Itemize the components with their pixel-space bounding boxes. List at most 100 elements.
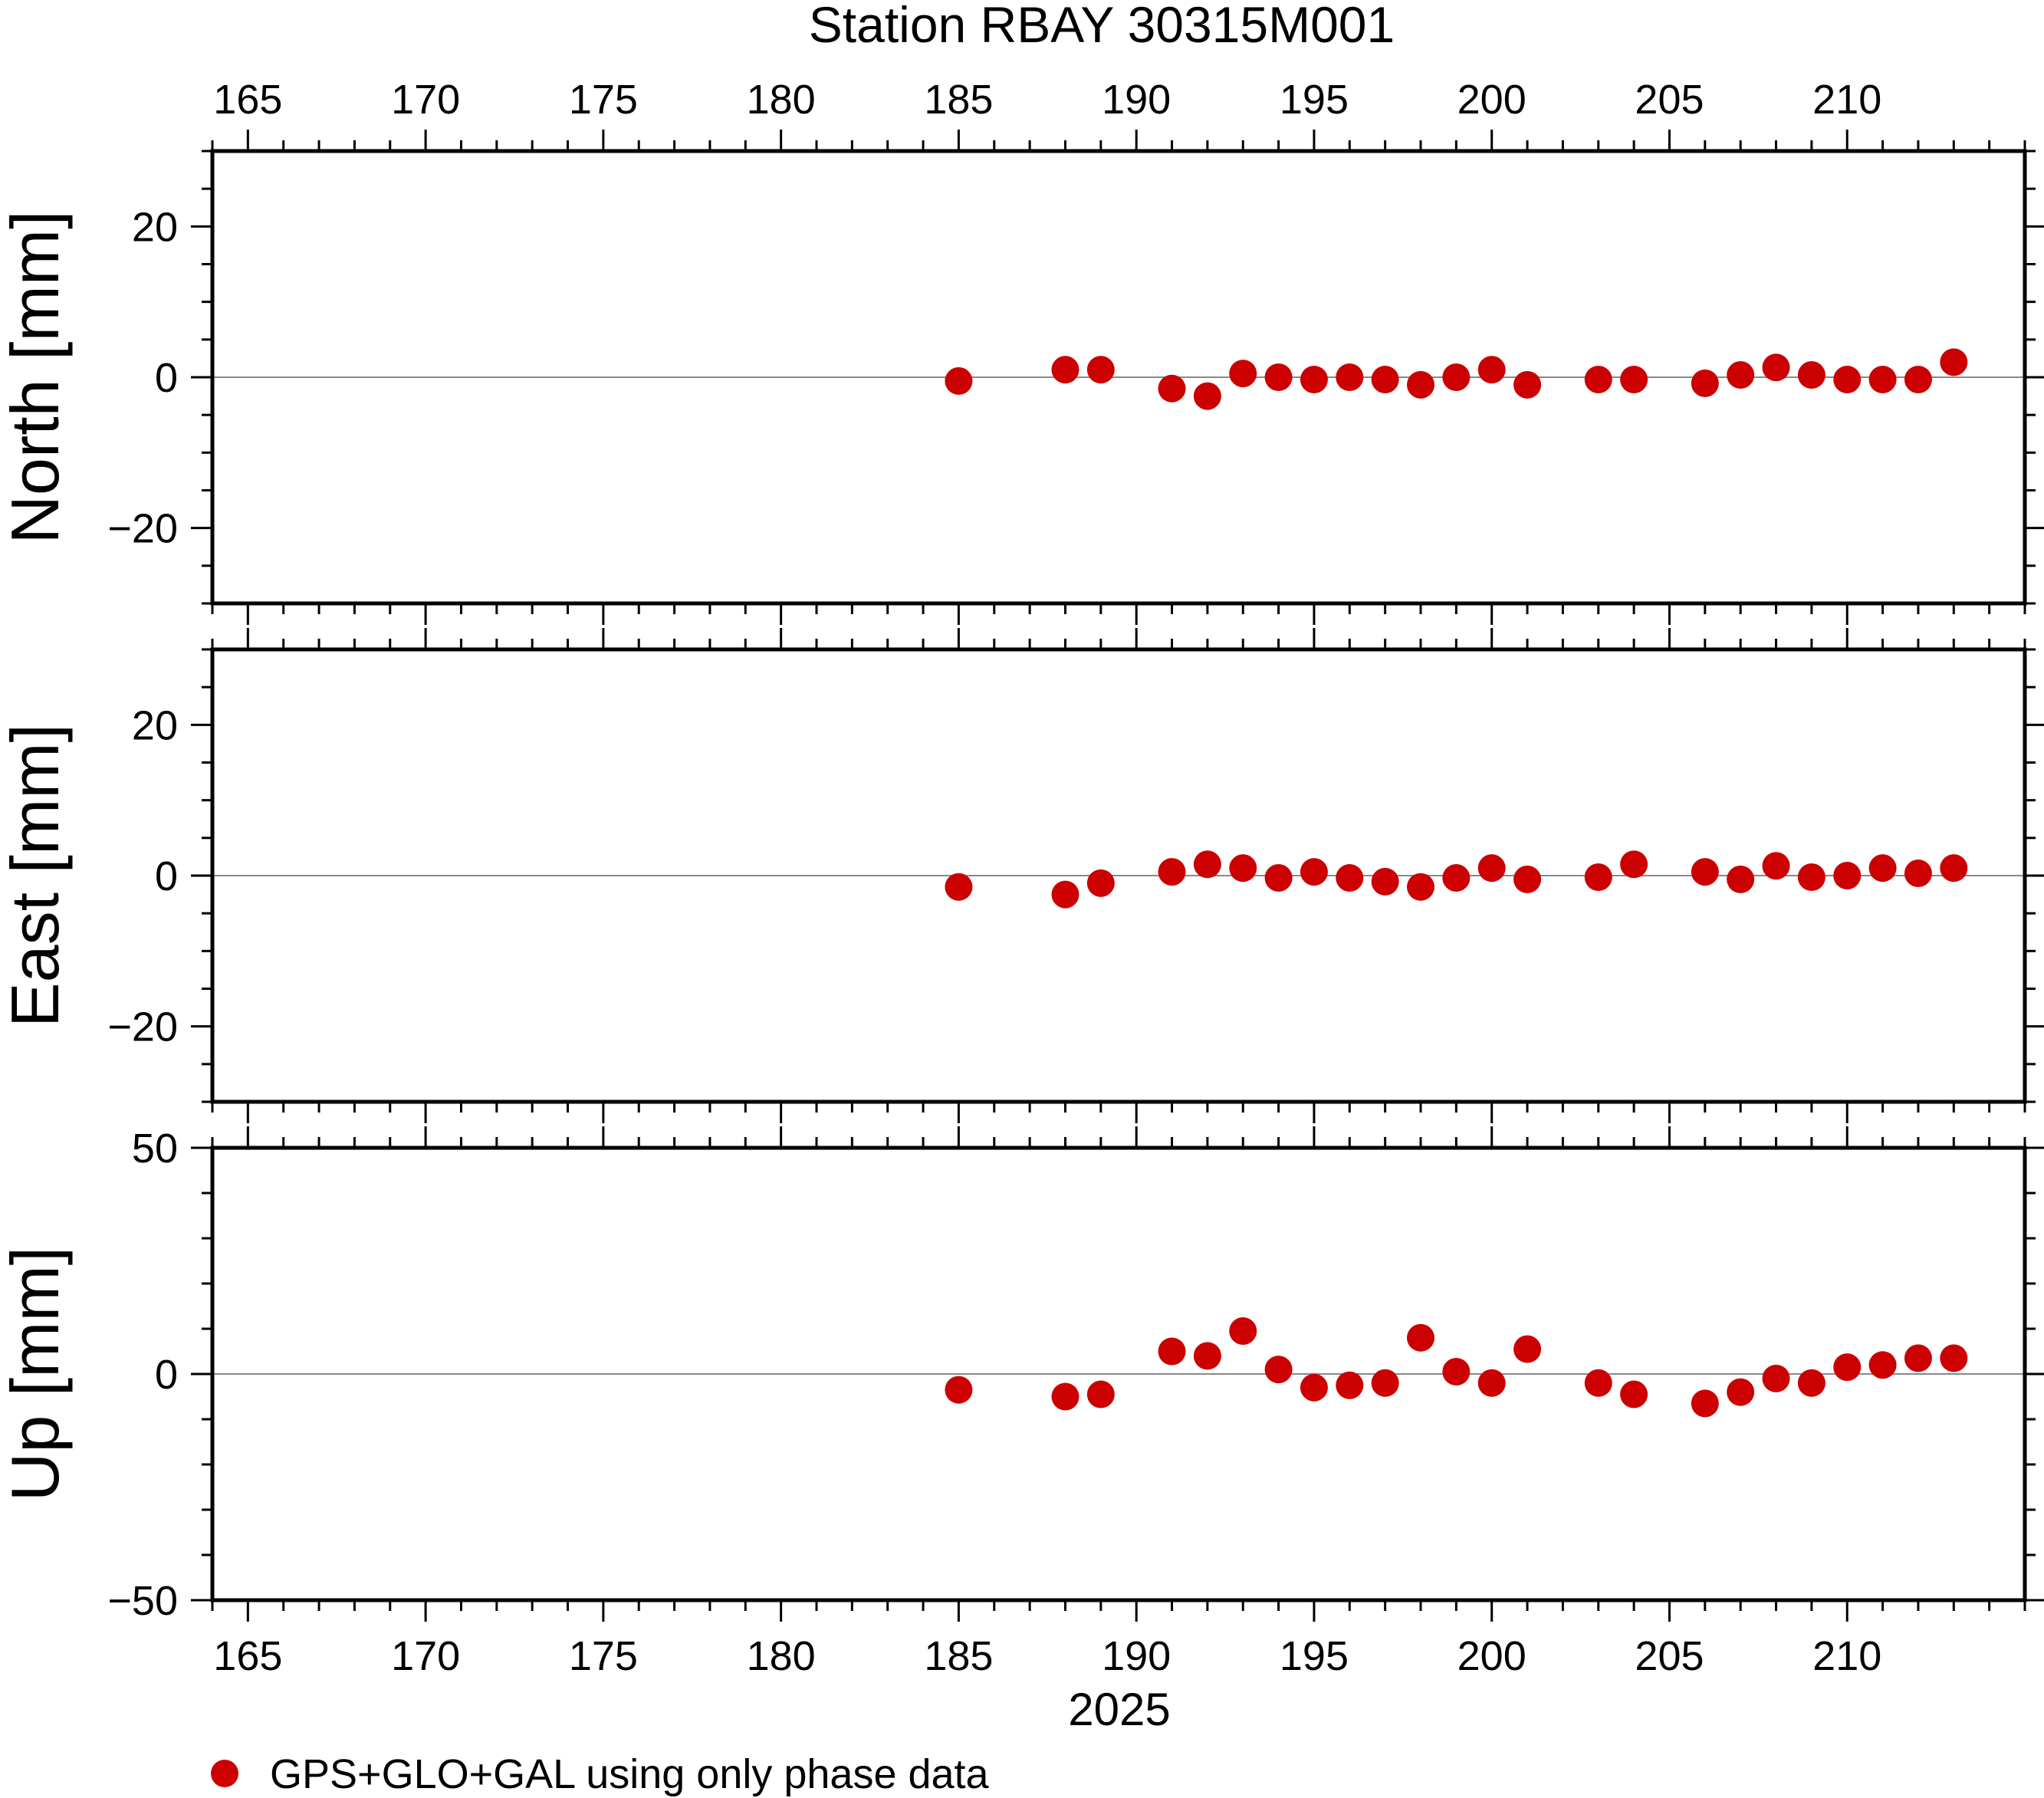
data-point [1940,1344,1968,1372]
data-point [1620,1380,1648,1408]
data-point [1051,356,1080,384]
data-point [1264,1356,1293,1384]
chart-title: Station RBAY 30315M001 [809,0,1395,53]
data-point [1442,863,1471,892]
y-tick-label: 20 [132,204,178,250]
x-tick-label-top: 195 [1280,77,1349,123]
x-tick-label-top: 180 [747,77,816,123]
data-point [1584,1369,1612,1397]
data-point [1868,365,1897,393]
y-tick-label: −20 [107,1004,178,1050]
data-point [1193,850,1221,879]
x-tick-label-bottom: 190 [1102,1633,1171,1679]
data-point [1620,365,1648,393]
data-point [1051,880,1080,909]
data-point [1158,374,1186,403]
data-point [1797,361,1825,390]
legend: GPS+GLO+GAL using only phase data [211,1751,990,1797]
x-tick-label-bottom: 175 [569,1633,638,1679]
panel-frame [210,149,2027,606]
x-tick-label-top: 210 [1812,77,1881,123]
data-point [1868,1351,1897,1379]
data-point [1371,1369,1399,1397]
y-tick-label: −20 [107,506,178,552]
data-point [1442,1358,1471,1386]
data-point [1940,854,1968,883]
data-point [1904,365,1932,393]
data-point [1513,1335,1542,1363]
x-tick-label-bottom: 180 [747,1633,816,1679]
panels-group: −20 0 20 North [mm] −20 0 20 East [mm] −50 0 50 Up … [0,77,2044,1679]
data-point [945,1376,973,1404]
legend-marker [211,1760,238,1787]
data-point [1797,863,1825,891]
x-tick-label-top: 170 [391,77,460,123]
data-point [1833,1353,1862,1382]
data-point [1336,363,1364,391]
x-tick-label-top: 200 [1457,77,1526,123]
data-point [1336,863,1364,892]
panel-2: −20 0 20 East [mm] [0,628,2044,1123]
data-point [1584,365,1612,393]
data-point [1442,363,1471,391]
data-point [1193,1342,1221,1370]
data-point [1904,860,1932,888]
data-point [1086,356,1115,384]
data-point [1940,348,1968,376]
data-point [1300,1373,1328,1402]
data-point [1833,365,1862,393]
data-point [1833,862,1862,889]
data-point [1904,1344,1932,1372]
x-tick-label-bottom: 205 [1635,1633,1704,1679]
x-tick-label-bottom: 165 [213,1633,282,1679]
data-point [1407,370,1434,399]
data-point [1513,865,1542,893]
x-tick-label-bottom: 195 [1280,1633,1349,1679]
data-point [1762,353,1790,382]
panel-frame [210,1146,2027,1602]
data-point [1691,1389,1719,1418]
data-point [1513,370,1542,399]
panel-1: −20 0 20 North [mm] [0,130,2044,625]
data-point [1264,363,1293,391]
data-point [1229,360,1257,388]
y-axis-label: North [mm] [0,210,73,544]
data-point [1407,1323,1434,1352]
legend-label: GPS+GLO+GAL using only phase data [270,1751,990,1797]
y-axis-label: East [mm] [0,724,73,1027]
x-tick-label-top: 205 [1635,77,1704,123]
data-point [1477,854,1506,883]
data-point [1762,1364,1790,1392]
data-point [1158,1337,1186,1366]
x-tick-label-top: 190 [1102,77,1171,123]
data-point [1691,858,1719,886]
data-point [1229,854,1257,883]
data-point [945,873,973,901]
data-point [1300,858,1328,886]
x-tick-label-bottom: 185 [924,1633,993,1679]
x-tick-label-top: 185 [924,77,993,123]
data-point [1691,369,1719,397]
data-point [1086,869,1115,897]
data-point [1264,863,1293,892]
y-tick-label: 0 [155,853,178,899]
panel-3: −50 0 50 Up [mm] [0,1126,2044,1624]
data-point [1407,873,1434,901]
y-tick-label: 0 [155,355,178,401]
y-tick-label: 50 [132,1126,178,1172]
data-point [1584,863,1612,891]
data-point [1229,1316,1257,1345]
x-tick-label-bottom: 200 [1457,1633,1526,1679]
data-point [1336,1371,1364,1399]
data-point [1371,365,1399,393]
x-tick-label-bottom: 170 [391,1633,460,1679]
data-point [1477,1369,1506,1397]
data-point [1086,1380,1115,1408]
data-point [1727,865,1755,893]
y-tick-label: −50 [107,1578,178,1624]
data-point [1158,858,1186,886]
data-point [1051,1382,1080,1411]
data-point [1620,850,1648,879]
data-point [1762,852,1790,880]
